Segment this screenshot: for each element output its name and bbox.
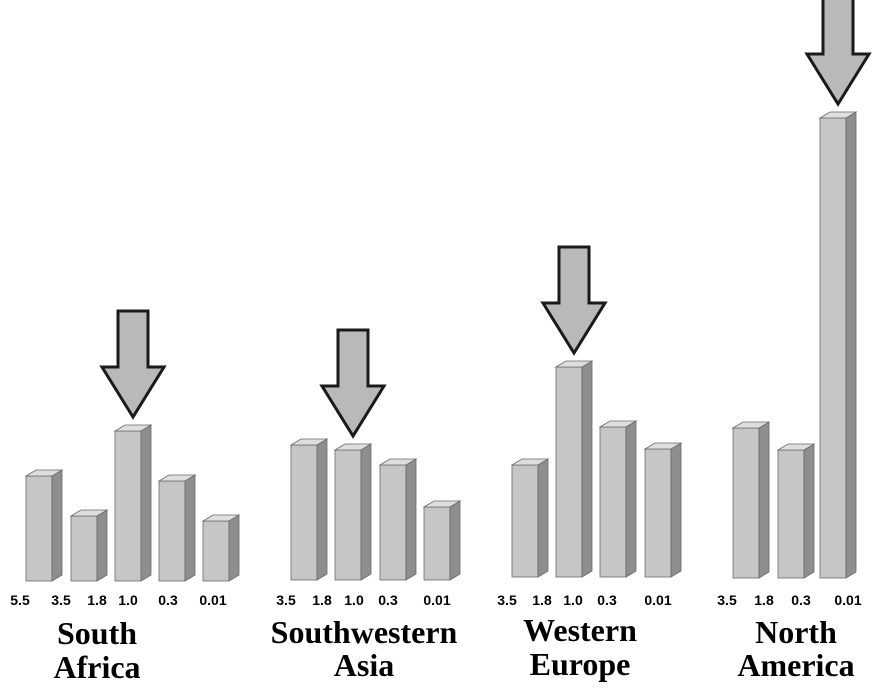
group-title-3-line1: Western <box>523 612 637 648</box>
tick-label-group3-5: 0.01 <box>644 592 671 608</box>
bar-group4-2 <box>776 443 816 579</box>
group-title-4-line1: North <box>755 614 837 650</box>
tick-label-group1-4: 1.0 <box>118 592 138 608</box>
bar-group4-3 <box>818 111 858 579</box>
bar-group3-1 <box>510 458 550 578</box>
bar-group2-1 <box>289 438 329 581</box>
bar-group3-4 <box>643 442 683 578</box>
tick-label-group2-5: 0.01 <box>423 592 450 608</box>
bar-group2-2 <box>333 443 373 581</box>
bar-group1-3 <box>113 424 153 582</box>
group-title-1-line1: South <box>57 615 137 651</box>
tick-label-group1-5: 0.3 <box>158 592 178 608</box>
tick-label-group1-6: 0.01 <box>199 592 226 608</box>
bar-group2-4 <box>422 500 462 581</box>
group-title-2-line1: Southwestern <box>271 614 458 650</box>
arrow-group3 <box>540 245 608 356</box>
arrow-group1 <box>99 309 167 420</box>
bar-group3-3 <box>598 420 638 578</box>
tick-label-group3-3: 1.0 <box>563 592 583 608</box>
bar-group4-1 <box>731 421 771 579</box>
tick-label-group4-2: 1.8 <box>754 592 774 608</box>
group-title-2-line2: Asia <box>334 647 394 683</box>
tick-label-group2-2: 1.8 <box>312 592 332 608</box>
bar-group1-2 <box>69 509 109 582</box>
tick-label-group2-1: 3.5 <box>276 592 296 608</box>
tick-label-group4-1: 3.5 <box>717 592 737 608</box>
bar-group1-1 <box>24 469 64 582</box>
bar-group3-2 <box>554 360 594 578</box>
tick-label-group1-1: 5.5 <box>10 592 30 608</box>
arrow-group4 <box>804 0 872 107</box>
bar-group2-3 <box>378 458 418 581</box>
tick-label-group4-4: 0.01 <box>834 592 861 608</box>
bar-group1-4 <box>157 474 197 582</box>
tick-label-group1-3: 1.8 <box>87 592 107 608</box>
tick-label-group3-4: 0.3 <box>597 592 617 608</box>
tick-label-group3-1: 3.5 <box>497 592 517 608</box>
bar-group1-5 <box>201 514 241 582</box>
tick-label-group2-3: 1.0 <box>344 592 364 608</box>
group-title-1-line2: Africa <box>53 649 140 685</box>
tick-label-group2-4: 0.3 <box>378 592 398 608</box>
tick-label-group1-2: 3.5 <box>51 592 71 608</box>
tick-label-group4-3: 0.3 <box>791 592 811 608</box>
group-title-3-line2: Europe <box>530 646 631 682</box>
tick-label-group3-2: 1.8 <box>532 592 552 608</box>
arrow-group2 <box>319 328 387 439</box>
group-title-4-line2: America <box>737 647 854 683</box>
